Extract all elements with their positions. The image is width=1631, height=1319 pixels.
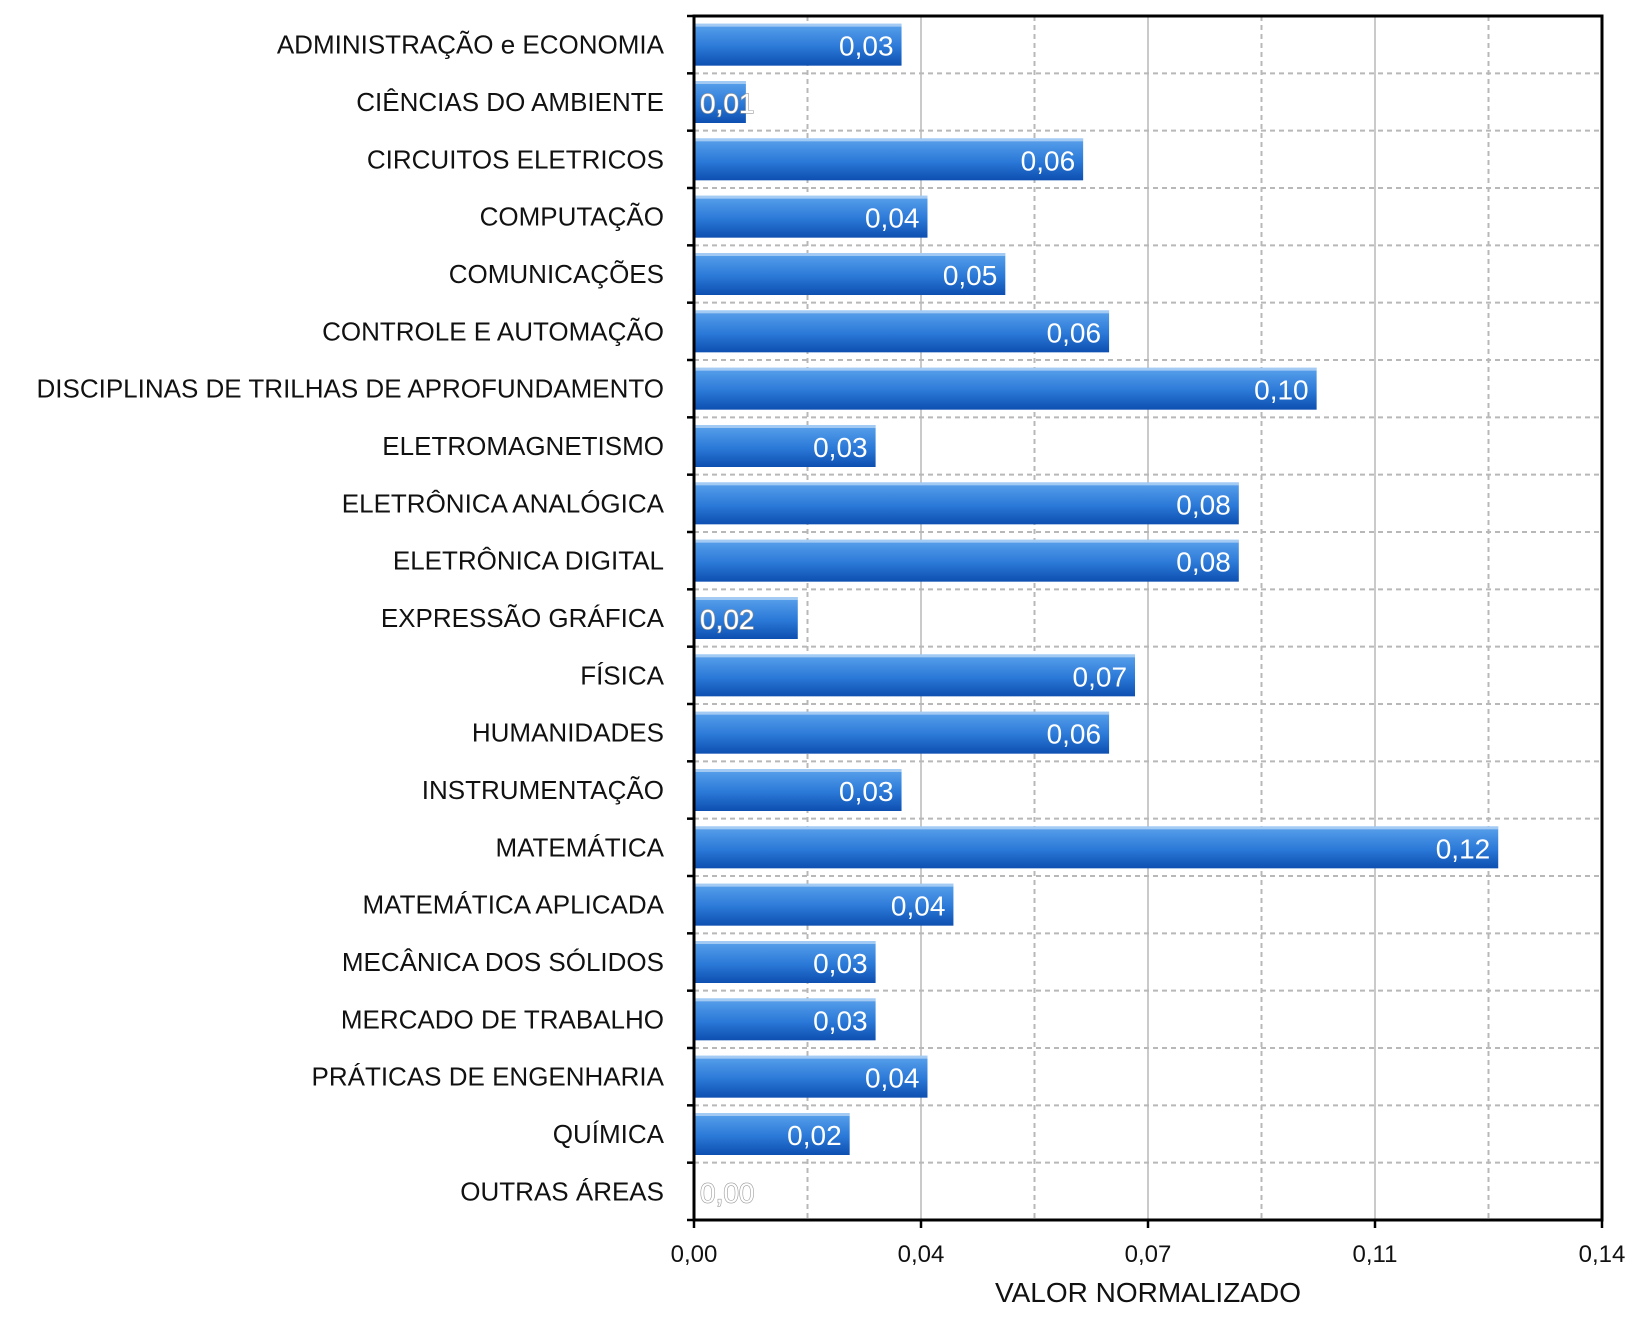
bar — [694, 597, 798, 639]
bar-highlight — [694, 941, 876, 944]
category-label: QUÍMICA — [553, 1119, 665, 1149]
data-label: 0,04 — [865, 203, 920, 234]
data-label: 0,00 — [700, 1177, 755, 1208]
data-label: 0,03 — [813, 948, 868, 979]
category-label: HUMANIDADES — [472, 718, 664, 748]
data-label: 0,05 — [943, 260, 998, 291]
bar-highlight — [694, 654, 1136, 658]
bar-highlight — [694, 195, 928, 199]
bar — [694, 138, 1084, 181]
bar-highlight — [694, 23, 902, 27]
category-label: FÍSICA — [580, 660, 664, 690]
bar — [694, 23, 902, 66]
data-label: 0,10 — [1254, 375, 1309, 406]
bar — [694, 654, 1136, 697]
data-label: 0,06 — [1047, 719, 1102, 750]
category-label: ELETRÔNICA ANALÓGICA — [342, 488, 665, 518]
data-label: 0,02 — [700, 604, 755, 635]
category-label: MECÂNICA DOS SÓLIDOS — [342, 947, 664, 977]
category-label: INSTRUMENTAÇÃO — [422, 775, 664, 805]
labels: ADMINISTRAÇÃO e ECONOMIA 0,03 CIÊNCIAS DO … — [36, 30, 1625, 1268]
data-label: 0,02 — [787, 1120, 842, 1151]
category-label: ADMINISTRAÇÃO e ECONOMIA — [277, 30, 665, 60]
bar — [694, 81, 746, 123]
category-label: ELETRÔNICA DIGITAL — [393, 546, 664, 576]
data-label: 0,07 — [1073, 661, 1128, 692]
bar — [694, 539, 1239, 582]
category-label: PRÁTICAS DE ENGENHARIA — [311, 1062, 664, 1092]
category-label: MATEMÁTICA APLICADA — [363, 890, 665, 920]
data-label: 0,03 — [813, 432, 868, 463]
data-label: 0,03 — [813, 1005, 868, 1036]
bar-highlight — [694, 826, 1499, 830]
category-label: CONTROLE E AUTOMAÇÃO — [322, 316, 664, 346]
bar — [694, 941, 876, 983]
bar — [694, 253, 1006, 295]
bar — [694, 998, 876, 1041]
category-label: MERCADO DE TRABALHO — [341, 1004, 664, 1034]
bar-highlight — [694, 1055, 928, 1059]
bar-highlight — [694, 769, 902, 772]
category-label: COMUNICAÇÕES — [449, 259, 664, 289]
category-label: OUTRAS ÁREAS — [460, 1176, 664, 1206]
bar-highlight — [694, 711, 1110, 715]
bar-highlight — [694, 1113, 850, 1116]
data-label: 0,04 — [865, 1063, 920, 1094]
bar-highlight — [694, 310, 1110, 314]
bar-highlight — [694, 482, 1239, 486]
bar-highlight — [694, 998, 876, 1002]
bar — [694, 769, 902, 811]
bar-highlight — [694, 539, 1239, 543]
data-label: 0,03 — [839, 31, 894, 62]
x-tick-label: 0,11 — [1353, 1241, 1398, 1268]
bar — [694, 1113, 850, 1155]
bar — [694, 883, 954, 926]
bar-highlight — [694, 253, 1006, 256]
category-label: ELETROMAGNETISMO — [382, 431, 664, 461]
data-label: 0,12 — [1436, 833, 1491, 864]
bars — [694, 23, 1499, 1155]
bar-highlight — [694, 425, 876, 428]
data-label: 0,04 — [891, 891, 946, 922]
category-label: CIÊNCIAS DO AMBIENTE — [356, 87, 664, 117]
bar-highlight — [694, 597, 798, 600]
bar-highlight — [694, 883, 954, 887]
bar — [694, 310, 1110, 353]
category-label: COMPUTAÇÃO — [480, 202, 664, 232]
x-axis-title: VALOR NORMALIZADO — [995, 1277, 1301, 1308]
data-label: 0,06 — [1021, 145, 1076, 176]
x-tick-label: 0,00 — [671, 1241, 718, 1268]
category-label: MATEMÁTICA — [495, 832, 664, 862]
bar-highlight — [694, 81, 746, 84]
bar — [694, 425, 876, 467]
category-label: EXPRESSÃO GRÁFICA — [381, 603, 665, 633]
bar — [694, 367, 1317, 410]
bar — [694, 195, 928, 238]
bar — [694, 1055, 928, 1098]
bar — [694, 826, 1499, 869]
data-label: 0,01 — [700, 88, 755, 119]
bar-highlight — [694, 367, 1317, 371]
x-tick-label: 0,14 — [1579, 1241, 1626, 1268]
axes — [687, 14, 1604, 1228]
data-label: 0,06 — [1047, 317, 1102, 348]
category-label: CIRCUITOS ELETRICOS — [367, 144, 664, 174]
bar — [694, 711, 1110, 754]
bar — [694, 482, 1239, 525]
x-tick-label: 0,04 — [898, 1241, 945, 1268]
data-label: 0,08 — [1176, 489, 1231, 520]
x-tick-label: 0,07 — [1125, 1241, 1172, 1268]
bar-highlight — [694, 138, 1084, 142]
data-label: 0,08 — [1176, 547, 1231, 578]
data-label: 0,03 — [839, 776, 894, 807]
category-label: DISCIPLINAS DE TRILHAS DE APROFUNDAMENTO — [36, 374, 664, 404]
